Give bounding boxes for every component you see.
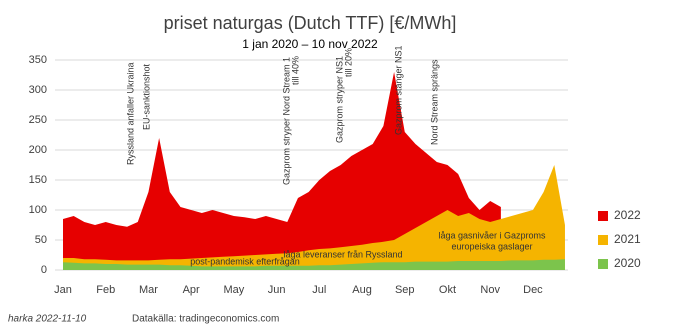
annotation: post-pandemisk efterfrågan <box>190 256 300 266</box>
x-tick-label: Aug <box>352 284 372 296</box>
legend-label: 2021 <box>614 232 641 246</box>
annotation: Gazprom stänger NS1 <box>393 45 403 135</box>
y-tick-label: 300 <box>29 84 47 96</box>
chart-subtitle: 1 jan 2020 – 10 nov 2022 <box>242 37 378 51</box>
annotation: Nord Stream sprängs <box>429 59 439 145</box>
area <box>63 259 565 270</box>
x-tick-label: Jun <box>268 284 286 296</box>
annotation: europeiska gaslager <box>451 241 532 251</box>
y-tick-label: 200 <box>29 144 47 156</box>
legend-label: 2022 <box>614 208 641 222</box>
x-tick-label: Apr <box>183 284 200 296</box>
y-tick-label: 250 <box>29 114 47 126</box>
y-tick-label: 50 <box>35 234 47 246</box>
x-tick-label: Feb <box>96 284 115 296</box>
x-tick-label: Okt <box>439 284 456 296</box>
annotation: EU-sanktionshot <box>141 63 151 130</box>
x-tick-label: Jul <box>312 284 326 296</box>
y-tick-label: 100 <box>29 204 47 216</box>
footer: harka 2022-11-10 <box>8 314 87 325</box>
legend-label: 2020 <box>614 256 641 270</box>
annotation: till 40% <box>290 56 300 85</box>
x-tick-label: May <box>223 284 244 296</box>
x-tick-label: Nov <box>480 284 500 296</box>
y-tick-label: 150 <box>29 174 47 186</box>
footer: Datakälla: tradingeconomics.com <box>132 314 279 325</box>
y-tick-label: 350 <box>29 54 47 66</box>
area <box>63 165 565 270</box>
area <box>63 72 501 270</box>
annotation: låga gasnivåer i Gazproms <box>438 230 546 240</box>
legend-swatch <box>598 235 608 245</box>
legend-swatch <box>598 211 608 221</box>
x-tick-label: Dec <box>523 284 543 296</box>
chart-title: priset naturgas (Dutch TTF) [€/MWh] <box>164 13 457 33</box>
legend-swatch <box>598 259 608 269</box>
annotation: låga leveranser från Ryssland <box>283 249 402 259</box>
x-tick-label: Sep <box>395 284 415 296</box>
annotation: Gazprom stryper NS1 <box>334 56 344 143</box>
y-tick-label: 0 <box>41 264 47 276</box>
annotation: Ryssland anfaller Ukraina <box>125 62 135 165</box>
annotation: Gazprom stryper Nord Stream 1 <box>281 57 291 185</box>
x-tick-label: Jan <box>54 284 72 296</box>
x-tick-label: Mar <box>139 284 158 296</box>
annotation: till 20% <box>343 48 353 77</box>
